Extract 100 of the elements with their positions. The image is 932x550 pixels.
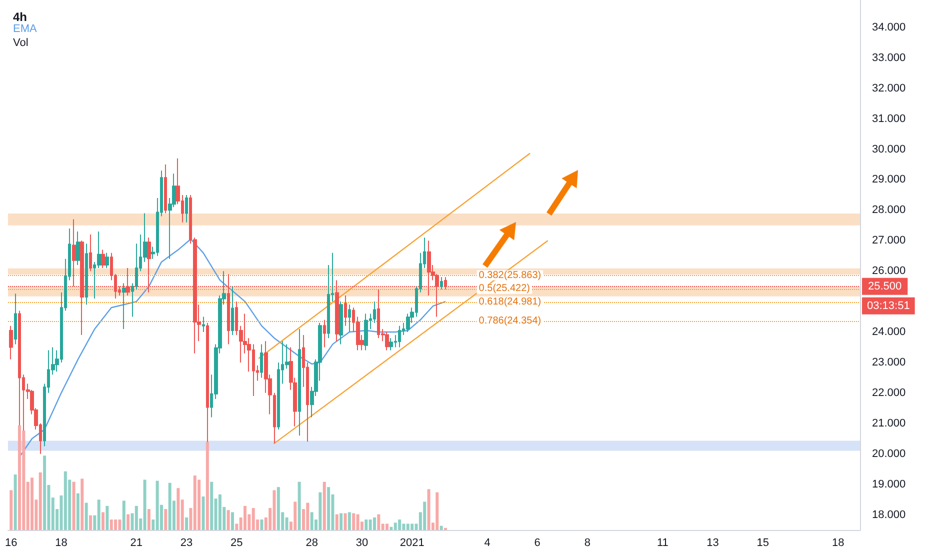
- y-tick-label: 18.000: [872, 508, 906, 521]
- text: 03:13:51: [867, 300, 910, 312]
- bar: [14, 474, 17, 530]
- candlestick: [440, 276, 443, 290]
- bar: [427, 489, 430, 530]
- y-tick-label: 30.000: [872, 143, 906, 156]
- bar: [122, 500, 126, 530]
- bar: [84, 502, 88, 530]
- x-tick-label: 2021: [400, 537, 424, 549]
- bar: [210, 482, 214, 530]
- bar: [318, 492, 322, 530]
- bar: [244, 506, 247, 530]
- y-tick-label: 22.000: [872, 386, 906, 399]
- bar: [106, 506, 109, 530]
- bar: [398, 520, 402, 530]
- bar: [126, 514, 130, 530]
- annotation: 0.618(24.981): [478, 296, 542, 308]
- bar: [298, 482, 301, 530]
- bar: [102, 512, 105, 530]
- candlestick: [323, 319, 326, 348]
- bar: [410, 524, 414, 530]
- x-tick-label: 28: [306, 537, 318, 549]
- bar: [335, 514, 338, 530]
- bar: [340, 513, 343, 530]
- bar: [322, 482, 326, 530]
- y-tick-label: 23.000: [872, 356, 906, 368]
- candlestick: [348, 304, 351, 333]
- bar: [406, 524, 410, 530]
- x-tick-label: 30: [356, 537, 368, 549]
- bar: [64, 471, 67, 530]
- x-tick-label: 11: [656, 537, 668, 549]
- bar: [80, 478, 84, 530]
- bar: [368, 520, 372, 530]
- candlestick: [89, 234, 92, 272]
- candlestick: [398, 325, 401, 348]
- bar: [118, 520, 122, 530]
- candlestick: [385, 332, 389, 351]
- bar: [38, 472, 42, 530]
- text: 4h: [13, 10, 28, 24]
- bar: [260, 520, 264, 530]
- y-tick-label: 21.000: [872, 417, 906, 430]
- x-tick-label: 13: [706, 537, 719, 549]
- bar: [348, 512, 351, 530]
- bar: [377, 514, 380, 530]
- y-tick-label: 34.000: [872, 21, 906, 34]
- bar: [97, 500, 100, 530]
- bar: [10, 490, 13, 530]
- bar: [164, 509, 168, 530]
- text: EMA: [13, 23, 38, 35]
- candlestick: [364, 313, 368, 351]
- text: Vol: [13, 37, 28, 49]
- y-tick-label: 26.000: [872, 265, 906, 278]
- bar: [88, 515, 92, 530]
- candlestick: [202, 316, 205, 333]
- bar: [185, 517, 188, 530]
- y-tick-label: 28.000: [872, 204, 906, 216]
- x-tick-label: 15: [756, 537, 770, 549]
- x-tick-label: 16: [5, 537, 18, 549]
- bar: [423, 502, 426, 530]
- x-tick-label: 18: [55, 537, 68, 549]
- bar: [394, 522, 397, 530]
- bar: [143, 480, 146, 530]
- candlestick: [185, 194, 188, 223]
- bar: [356, 514, 360, 530]
- bar: [252, 508, 255, 530]
- bar: [76, 493, 80, 530]
- bar: [390, 526, 393, 530]
- bar: [134, 506, 138, 530]
- x-tick-label: 18: [832, 537, 844, 549]
- candlestick: [339, 301, 343, 345]
- candlestick: [85, 243, 88, 306]
- bar: [272, 490, 276, 530]
- candlestick: [101, 249, 105, 269]
- bar: [43, 456, 46, 530]
- line-series: [18, 238, 446, 458]
- bar: [30, 478, 34, 530]
- bar: [156, 480, 159, 530]
- bar: [436, 492, 439, 530]
- y-tick-label: 20.000: [872, 448, 906, 460]
- y-tick-label: 27.000: [872, 234, 906, 247]
- x-tick-label: 8: [584, 537, 591, 549]
- bar: [402, 524, 406, 530]
- bar: [352, 513, 356, 530]
- candlestick: [344, 294, 347, 326]
- bar: [193, 476, 196, 530]
- x-tick-label: 23: [180, 537, 193, 549]
- candlestick: [105, 252, 109, 269]
- x-tick-label: 6: [534, 537, 540, 549]
- bar: [226, 510, 230, 530]
- y-tick-label: 24.000: [872, 326, 906, 338]
- bar: [364, 520, 368, 530]
- candlestick: [389, 338, 393, 351]
- bar: [372, 517, 376, 530]
- candlestick: [298, 328, 301, 436]
- x-tick-label: 21: [130, 537, 143, 549]
- candlestick: [164, 164, 167, 214]
- annotation: 0.786(24.354): [478, 316, 542, 327]
- candlestick: [231, 286, 234, 336]
- candlestick: [9, 325, 13, 360]
- candlestick: [76, 230, 80, 266]
